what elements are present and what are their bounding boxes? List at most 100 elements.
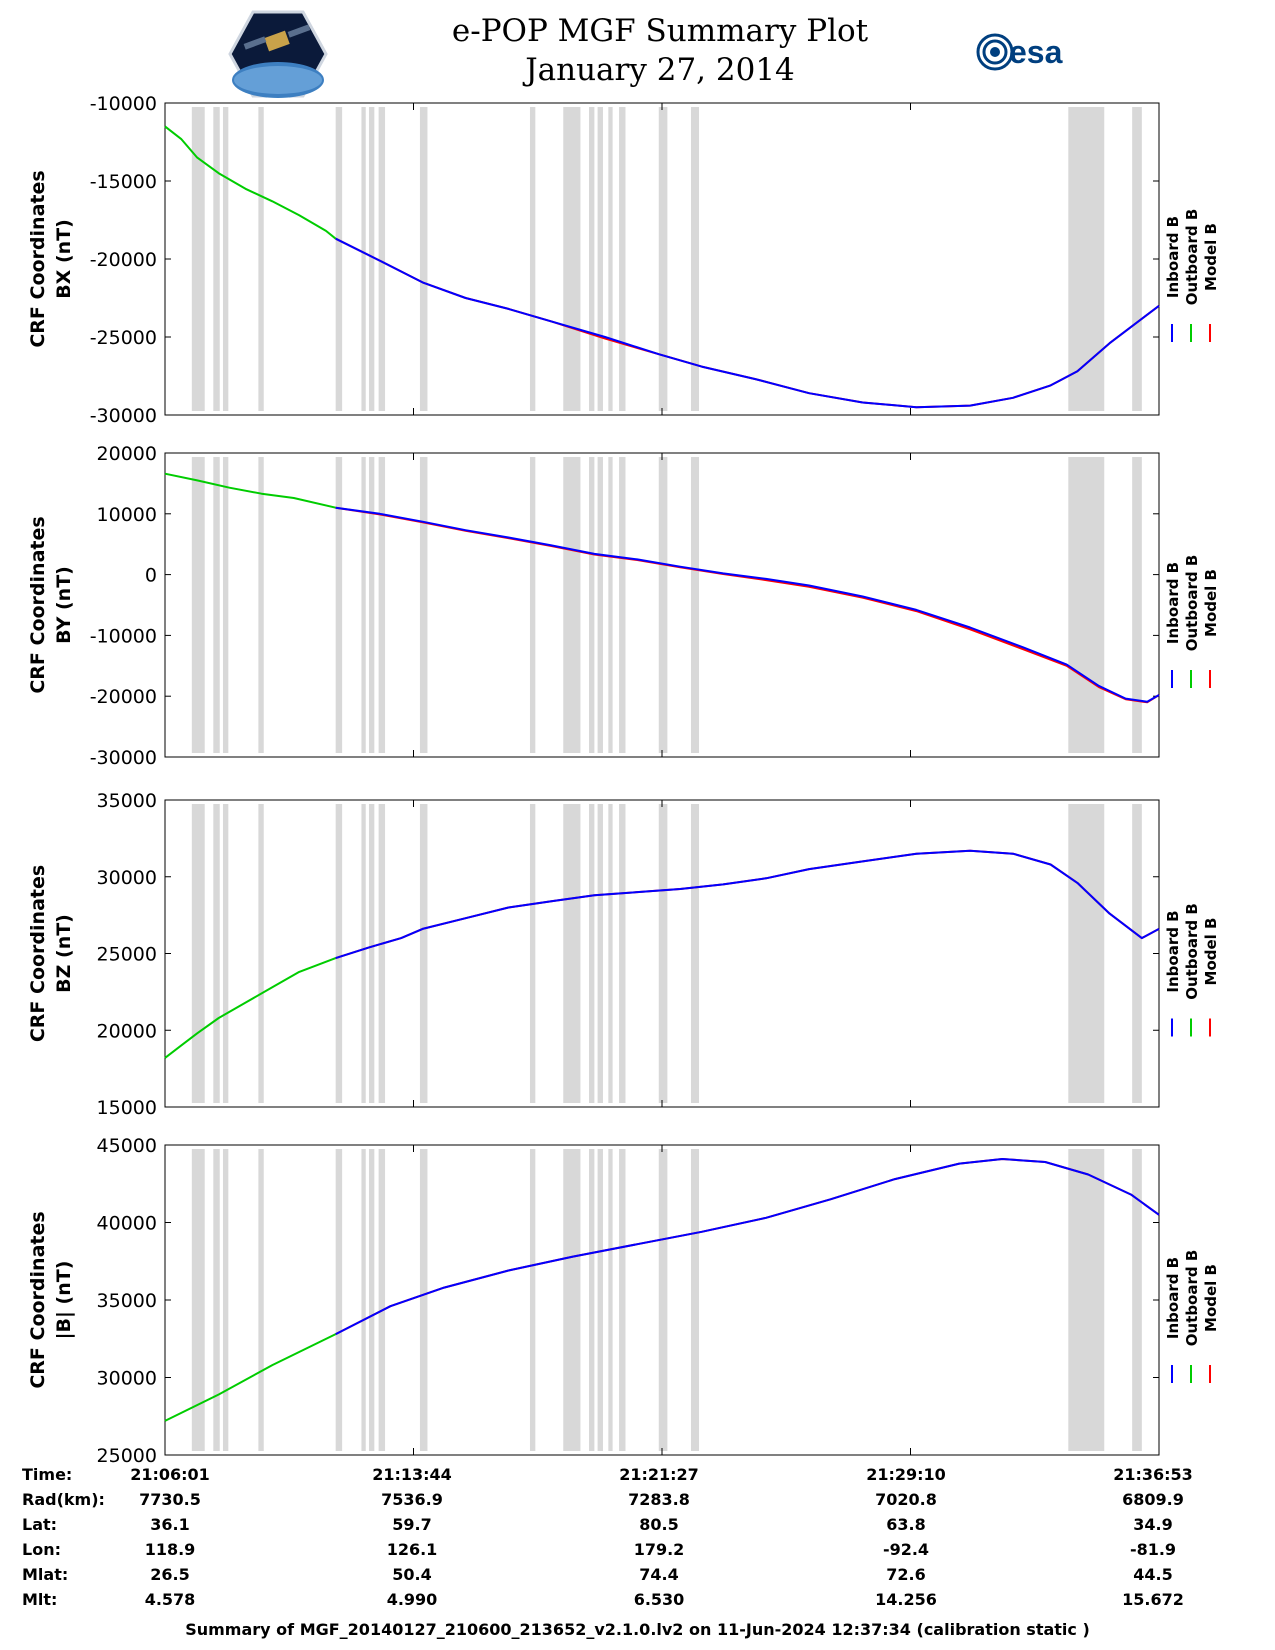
bx-legend-label-2: Model B [1202, 223, 1220, 291]
bx-data-gap-1 [213, 107, 220, 411]
bx-data-gap-10 [563, 107, 581, 411]
info-value: 179.2 [633, 1540, 685, 1559]
bx-ylabel-top: CRF Coordinates [27, 170, 49, 347]
info-value: 126.1 [386, 1540, 438, 1559]
btotal-data-gap-16 [690, 1149, 700, 1451]
bx-data-gap-2 [222, 107, 229, 411]
bz-data-gap-5 [361, 804, 366, 1103]
bx-series-model-b [335, 237, 1160, 409]
bx-data-gap-12 [597, 107, 603, 411]
bz-ytick-label-2: 25000 [97, 944, 157, 966]
info-row: Rad(km): 7730.5 7536.9 7283.8 7020.8 6809.9 [22, 1490, 1262, 1515]
by-legend-label-1: Outboard B [1183, 555, 1201, 652]
info-row: Lat: 36.1 59.7 80.5 63.8 34.9 [22, 1515, 1262, 1540]
info-value: 63.8 [886, 1515, 926, 1534]
bx-data-gap-8 [419, 107, 428, 411]
btotal-data-gap-8 [419, 1149, 428, 1451]
by-data-gap-17 [1068, 457, 1105, 753]
info-value: -92.4 [882, 1540, 930, 1559]
by-data-gap-6 [368, 457, 375, 753]
btotal-ytick-label-2: 35000 [97, 1290, 157, 1312]
by-data-gap-13 [608, 457, 613, 753]
info-value: 59.7 [392, 1515, 432, 1534]
by-ytick-label-3: -10000 [90, 625, 157, 647]
bx-data-gap-16 [690, 107, 700, 411]
bz-ytick-label-4: 15000 [97, 1097, 157, 1119]
by-ytick-label-2: 0 [145, 565, 157, 587]
bz-data-gap-10 [563, 804, 581, 1103]
by-series-inboard-b [335, 506, 1160, 703]
bx-data-gap-3 [258, 107, 264, 411]
btotal-series-inboard-b [335, 1158, 1160, 1335]
btotal-data-gap-14 [619, 1149, 626, 1451]
bz-data-gap-2 [222, 804, 229, 1103]
bz-data-gap-0 [191, 804, 205, 1103]
info-value: 21:36:53 [1113, 1465, 1193, 1484]
bx-data-gap-0 [191, 107, 205, 411]
bz-ytick-label-0: 35000 [97, 790, 157, 812]
btotal-ytick-label-4: 25000 [97, 1445, 157, 1467]
info-value: 44.5 [1133, 1565, 1173, 1584]
info-value: -81.9 [1129, 1540, 1177, 1559]
bz-data-gap-9 [529, 804, 536, 1103]
bx-data-gap-11 [589, 107, 595, 411]
by-data-gap-11 [589, 457, 595, 753]
info-value: 34.9 [1133, 1515, 1173, 1534]
info-value: 7283.8 [628, 1490, 690, 1509]
bx-data-gap-13 [608, 107, 613, 411]
btotal-data-gap-17 [1068, 1149, 1105, 1451]
bz-ylabel-top: CRF Coordinates [27, 865, 49, 1042]
btotal-series-outboard-b [164, 1333, 337, 1422]
bx-ytick-label-4: -30000 [90, 405, 157, 427]
info-value: 74.4 [639, 1565, 679, 1584]
bz-legend-label-2: Model B [1202, 918, 1220, 986]
info-row-label: Lat: [22, 1515, 58, 1534]
info-value: 6809.9 [1122, 1490, 1184, 1509]
btotal-ytick-label-0: 45000 [97, 1135, 157, 1157]
by-data-gap-4 [335, 457, 343, 753]
esa-logo-icon: esa [976, 33, 1063, 71]
bz-data-gap-12 [597, 804, 603, 1103]
info-value: 21:29:10 [866, 1465, 946, 1484]
btotal-data-gap-15 [658, 1149, 668, 1451]
info-row-label: Mlat: [22, 1565, 69, 1584]
bx-data-gap-18 [1132, 107, 1142, 411]
btotal-data-gap-13 [608, 1149, 613, 1451]
epop-logo-icon [228, 10, 328, 98]
by-ytick-label-1: 10000 [97, 504, 157, 526]
bz-series-model-b [335, 849, 1160, 960]
by-ytick-label-4: -20000 [90, 686, 157, 708]
bz-data-gap-18 [1132, 804, 1142, 1103]
btotal-data-gap-7 [378, 1149, 386, 1451]
by-data-gap-15 [658, 457, 668, 753]
info-value: 4.578 [144, 1590, 196, 1609]
btotal-data-gap-12 [597, 1149, 603, 1451]
info-row-label: Time: [22, 1465, 73, 1484]
btotal-legend-label-0: Inboard B [1164, 1257, 1182, 1339]
bx-data-gap-14 [619, 107, 626, 411]
by-ytick-label-5: -30000 [90, 747, 157, 769]
by-series-model-b [335, 506, 1160, 704]
plot-date: January 27, 2014 [525, 52, 795, 88]
plot-title: e-POP MGF Summary Plot [451, 13, 869, 49]
bz-data-gap-7 [378, 804, 386, 1103]
btotal-data-gap-2 [222, 1149, 229, 1451]
bz-data-gap-17 [1068, 804, 1105, 1103]
info-row-label: Lon: [22, 1540, 61, 1559]
bz-data-gap-6 [368, 804, 375, 1103]
info-value: 21:21:27 [619, 1465, 699, 1484]
info-value: 50.4 [392, 1565, 432, 1584]
btotal-ylabel-bottom: |B| (nT) [53, 1261, 75, 1340]
btotal-legend-label-1: Outboard B [1183, 1250, 1201, 1347]
title-block: e-POP MGF Summary Plot January 27, 2014 [400, 12, 920, 90]
by-legend-label-2: Model B [1202, 569, 1220, 637]
bx-series-outboard-b [164, 125, 337, 240]
by-series-outboard-b [164, 472, 336, 509]
info-row-label: Mlt: [22, 1590, 58, 1609]
bx-data-gap-4 [335, 107, 343, 411]
bz-data-gap-14 [619, 804, 626, 1103]
bx-series-inboard-b [335, 237, 1160, 409]
bz-data-gap-8 [419, 804, 428, 1103]
bx-data-gap-6 [368, 107, 375, 411]
